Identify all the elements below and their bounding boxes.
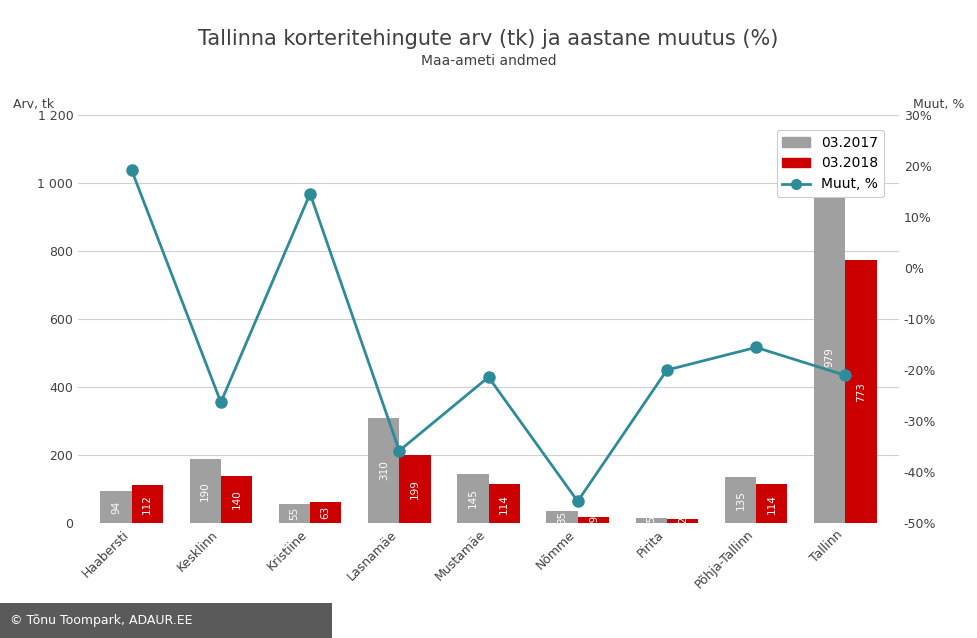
Text: 773: 773 xyxy=(856,382,866,401)
Bar xyxy=(400,456,431,523)
Text: 199: 199 xyxy=(410,479,420,500)
Text: 112: 112 xyxy=(143,494,152,514)
Text: © Tõnu Toompark, ADAUR.EE: © Tõnu Toompark, ADAUR.EE xyxy=(10,614,192,627)
Bar xyxy=(310,501,341,523)
Text: Maa-ameti andmed: Maa-ameti andmed xyxy=(421,54,556,68)
Text: 35: 35 xyxy=(557,510,567,524)
Bar xyxy=(488,484,520,523)
Bar xyxy=(101,491,132,523)
Text: Arv, tk: Arv, tk xyxy=(13,98,54,111)
Text: 135: 135 xyxy=(736,490,745,510)
Bar xyxy=(457,474,488,523)
Bar xyxy=(845,260,876,523)
Bar xyxy=(756,484,787,523)
Bar xyxy=(577,517,609,523)
Text: 114: 114 xyxy=(499,494,509,514)
Bar xyxy=(190,459,221,523)
Text: 19: 19 xyxy=(588,514,598,526)
Text: 140: 140 xyxy=(232,489,241,509)
Bar xyxy=(667,519,699,523)
Text: Tallinna korteritehingute arv (tk) ja aastane muutus (%): Tallinna korteritehingute arv (tk) ja aa… xyxy=(198,29,779,48)
Bar xyxy=(636,518,667,523)
Text: 979: 979 xyxy=(825,346,834,367)
Text: 190: 190 xyxy=(200,481,210,501)
Bar xyxy=(814,190,845,523)
Text: 63: 63 xyxy=(320,506,330,519)
Text: 145: 145 xyxy=(468,489,478,508)
Text: 55: 55 xyxy=(289,507,300,521)
Text: 310: 310 xyxy=(379,461,389,480)
Bar xyxy=(368,418,400,523)
Bar xyxy=(221,475,252,523)
Bar xyxy=(725,477,756,523)
Text: 114: 114 xyxy=(767,494,777,514)
Text: 94: 94 xyxy=(111,501,121,514)
Text: 12: 12 xyxy=(677,514,688,528)
Bar xyxy=(546,511,577,523)
Legend: 03.2017, 03.2018, Muut, %: 03.2017, 03.2018, Muut, % xyxy=(777,130,883,197)
Text: Muut, %: Muut, % xyxy=(913,98,964,111)
Bar xyxy=(132,485,163,523)
Bar xyxy=(278,505,310,523)
Text: 15: 15 xyxy=(647,514,657,527)
